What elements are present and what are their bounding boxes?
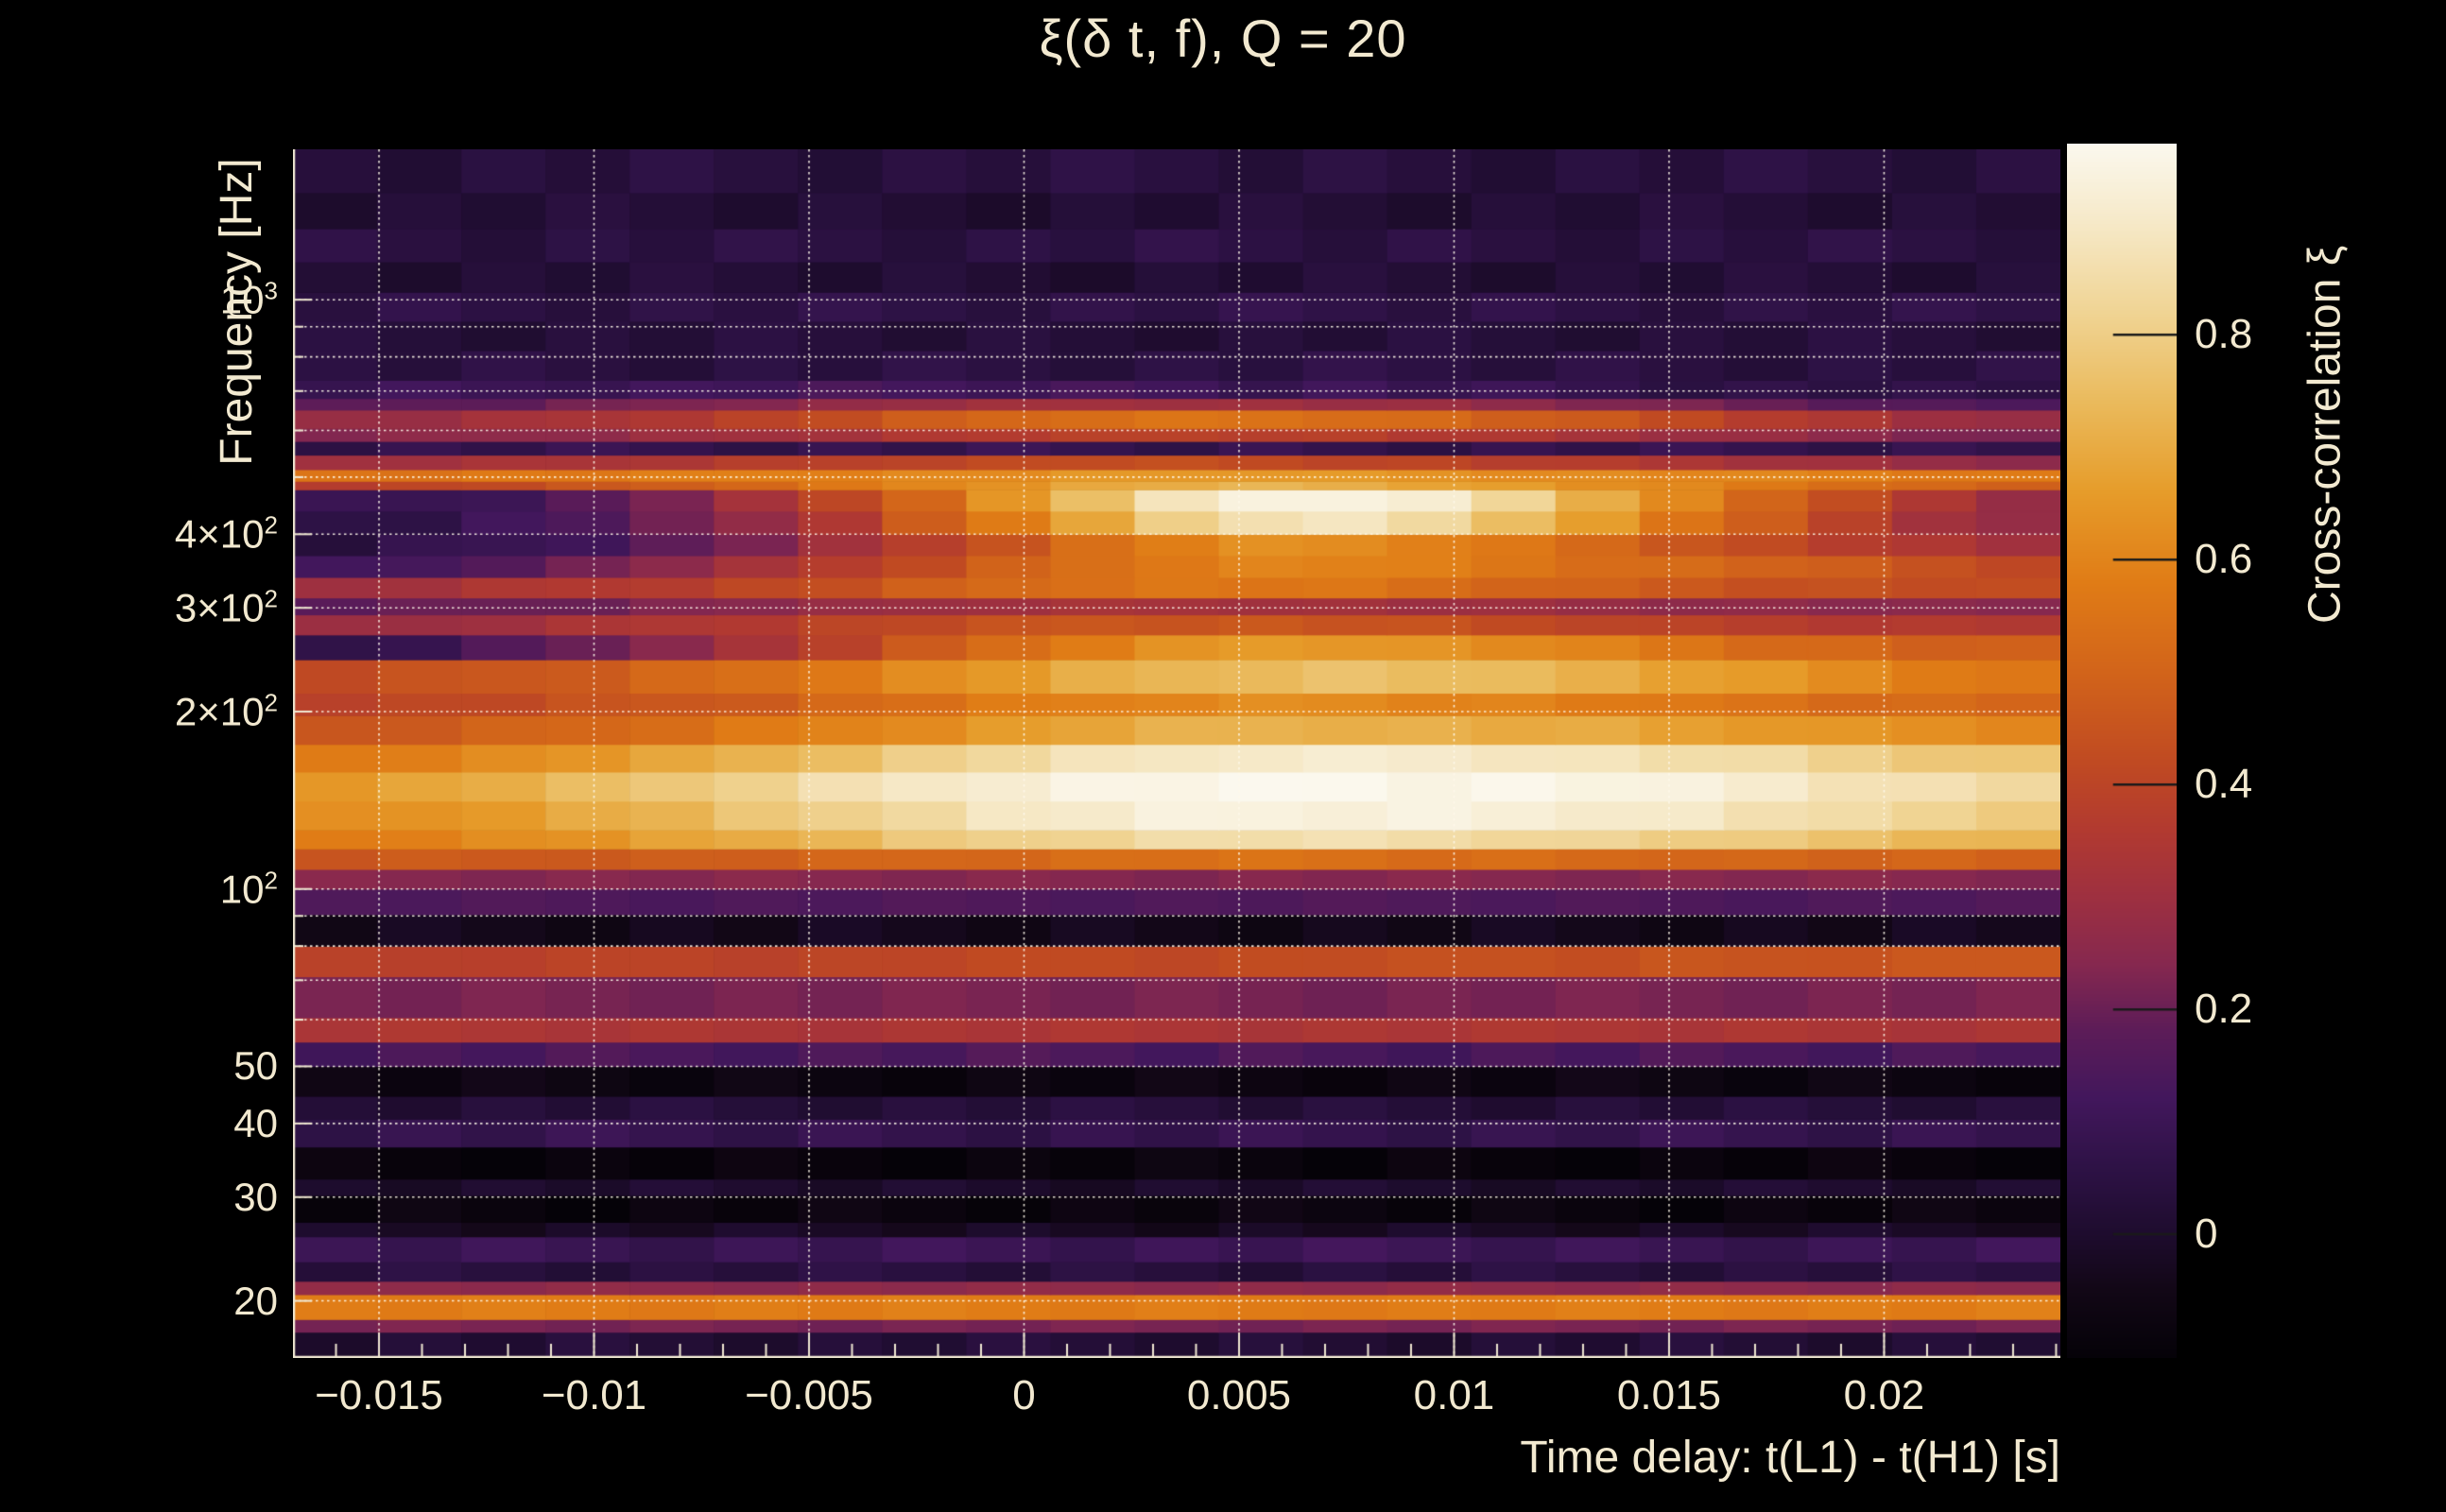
colorbar-title: Cross-correlation ξ: [2300, 245, 2351, 624]
colorbar-canvas: [2067, 144, 2177, 1358]
y-tick-label: 102: [219, 866, 278, 912]
x-tick-label: 0: [1012, 1372, 1036, 1418]
x-tick-label: −0.01: [541, 1372, 647, 1418]
y-tick-label: 3×102: [174, 584, 278, 630]
y-tick-label: 2×102: [174, 688, 278, 734]
colorbar-tick-label: 0.2: [2195, 986, 2253, 1033]
y-tick-label: 50: [233, 1043, 278, 1089]
colorbar-tick-label: 0: [2195, 1211, 2218, 1258]
y-tick-label: 30: [233, 1174, 278, 1219]
x-tick-label: 0.02: [1843, 1372, 1925, 1418]
colorbar-tick-label: 0.6: [2195, 536, 2253, 583]
chart-title: ξ(δ t, f), Q = 20: [1039, 9, 1407, 68]
x-tick-label: 0.005: [1186, 1372, 1292, 1418]
x-tick-label: −0.005: [745, 1372, 873, 1418]
y-tick-label: 40: [233, 1100, 278, 1145]
colorbar-tick-label: 0.4: [2195, 761, 2253, 808]
x-tick-label: 0.015: [1616, 1372, 1722, 1418]
y-tick-label: 20: [233, 1278, 278, 1323]
x-axis-title: Time delay: t(L1) - t(H1) [s]: [1520, 1433, 2060, 1483]
colorbar-tick-label: 0.8: [2195, 311, 2253, 358]
x-tick-label: 0.01: [1413, 1372, 1495, 1418]
heatmap-canvas: [293, 149, 2060, 1358]
y-tick-label: 103: [219, 276, 278, 322]
y-tick-label: 4×102: [174, 510, 278, 557]
x-tick-label: −0.015: [315, 1372, 443, 1418]
